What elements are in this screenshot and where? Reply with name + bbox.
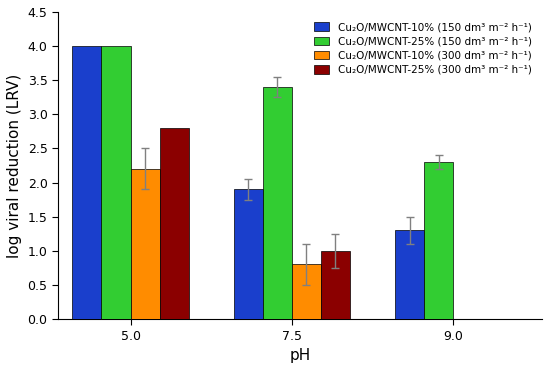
Bar	[321, 251, 350, 319]
X-axis label: pH: pH	[289, 348, 311, 363]
Bar	[395, 231, 424, 319]
Bar	[131, 169, 160, 319]
Y-axis label: log viral reduction (LRV): log viral reduction (LRV)	[7, 73, 22, 258]
Bar	[102, 46, 131, 319]
Bar	[424, 162, 453, 319]
Bar	[72, 46, 102, 319]
Bar	[160, 128, 189, 319]
Bar	[263, 87, 292, 319]
Legend: Cu₂O/MWCNT-10% (150 dm³ m⁻² h⁻¹), Cu₂O/MWCNT-25% (150 dm³ m⁻² h⁻¹), Cu₂O/MWCNT-1: Cu₂O/MWCNT-10% (150 dm³ m⁻² h⁻¹), Cu₂O/M…	[309, 17, 537, 80]
Bar	[292, 265, 321, 319]
Bar	[234, 189, 263, 319]
